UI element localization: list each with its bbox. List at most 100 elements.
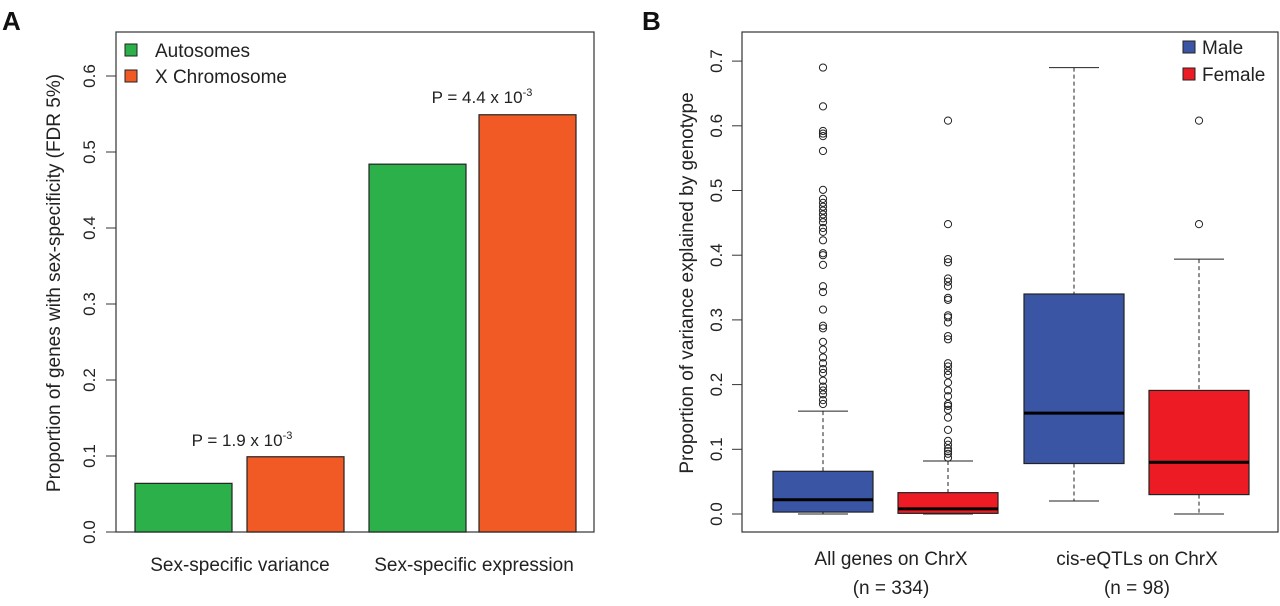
outlier-point	[818, 251, 828, 260]
y-tick-label: 0.5	[80, 140, 99, 164]
panel-b-label: B	[642, 6, 661, 36]
outlier-point	[818, 396, 828, 405]
outlier-point	[818, 202, 828, 211]
outlier-point	[943, 413, 953, 422]
y-tick-label: 0.4	[707, 243, 726, 267]
outlier-point	[818, 324, 828, 333]
y-tick-label: 0.0	[707, 502, 726, 526]
outlier-point	[943, 405, 953, 414]
p-value-annotation: P = 4.4 x 10-3	[432, 87, 533, 107]
outlier-point	[818, 223, 828, 233]
panel-b-category-n: (n = 98)	[1104, 578, 1170, 599]
outlier-point	[818, 337, 828, 346]
legend-label-x-chromosome: X Chromosome	[155, 67, 287, 88]
bar	[478, 114, 577, 533]
y-tick-label: 0.7	[707, 49, 726, 73]
legend-swatch-female	[1182, 67, 1196, 81]
panel-b-category-label: cis-eQTLs on ChrX	[1056, 549, 1218, 570]
outlier-point	[943, 453, 953, 462]
panel-a-category-label: Sex-specific variance	[150, 555, 330, 576]
box	[772, 470, 874, 513]
outlier-point	[818, 305, 828, 314]
outlier-point	[818, 364, 828, 374]
outlier-point	[943, 331, 953, 341]
outlier-point	[943, 378, 953, 387]
outlier-point	[818, 382, 828, 391]
bar	[134, 482, 233, 533]
panel-a: A 0.0 0.1 0.2 0.3 0.4 0.5 0.6 Proportion of ge…	[2, 6, 595, 576]
boxplot	[1023, 67, 1125, 502]
panel-b-category-n: (n = 334)	[853, 578, 930, 599]
y-tick-label: 0.0	[80, 520, 99, 544]
outlier-point	[943, 274, 953, 283]
outlier-point	[943, 335, 953, 344]
outlier-point	[818, 210, 828, 219]
bar	[246, 456, 345, 533]
outlier-point	[818, 390, 828, 399]
outlier-point	[943, 447, 953, 456]
y-tick-label: 0.3	[80, 292, 99, 316]
panel-b-category-label: All genes on ChrX	[814, 549, 967, 570]
outlier-point	[818, 399, 828, 409]
boxplot	[897, 116, 999, 515]
panel-a-label: A	[2, 6, 21, 36]
y-tick-label: 0.6	[707, 114, 726, 138]
outlier-point	[818, 132, 828, 141]
outlier-point	[818, 185, 828, 194]
y-tick-label: 0.3	[707, 308, 726, 332]
legend-swatch-x-chromosome	[124, 69, 138, 83]
y-tick-label: 0.6	[80, 64, 99, 88]
outlier-point	[818, 218, 828, 227]
outlier-point	[818, 353, 828, 362]
panel-b-y-axis: 0.0 0.1 0.2 0.3 0.4 0.5 0.6 0.7	[707, 49, 742, 526]
outlier-point	[818, 345, 828, 354]
outlier-point	[818, 236, 828, 245]
outlier-point	[943, 295, 953, 304]
outlier-point	[943, 401, 953, 411]
legend-label-male: Male	[1202, 38, 1243, 59]
outlier-point	[943, 220, 953, 229]
outlier-point	[818, 282, 828, 291]
panel-b: B 0.0 0.1 0.2 0.3 0.4 0.5 0.6 0.7 Proportion of…	[642, 6, 1279, 599]
outlier-point	[943, 392, 953, 401]
y-tick-label: 0.2	[707, 373, 726, 397]
outlier-point	[818, 206, 828, 215]
y-tick-label: 0.1	[80, 444, 99, 468]
outlier-point	[818, 102, 828, 111]
outlier-point	[943, 449, 953, 458]
outlier-point	[943, 254, 953, 264]
outlier-point	[818, 386, 828, 395]
outlier-point	[818, 359, 828, 368]
y-tick-label: 0.1	[707, 437, 726, 461]
y-tick-label: 0.5	[707, 179, 726, 203]
outlier-point	[943, 444, 953, 453]
outlier-point	[943, 258, 953, 267]
outlier-point	[818, 321, 828, 330]
legend-label-autosomes: Autosomes	[155, 41, 250, 62]
outlier-point	[818, 376, 828, 385]
outlier-point	[943, 362, 953, 371]
outlier-point	[943, 282, 953, 291]
outlier-point	[818, 126, 828, 136]
panel-b-y-axis-title: Proportion of variance explained by geno…	[677, 92, 698, 473]
p-value-annotation: P = 1.9 x 10-3	[192, 430, 293, 450]
outlier-point	[943, 313, 953, 322]
outlier-point	[943, 386, 953, 395]
outlier-point	[818, 368, 828, 378]
panel-a-plot-frame	[115, 31, 595, 533]
legend-label-female: Female	[1202, 65, 1265, 86]
outlier-point	[943, 366, 953, 376]
outlier-point	[818, 227, 828, 237]
outlier-point	[943, 370, 953, 379]
panel-a-y-axis-title: Proportion of genes with sex-specificity…	[44, 74, 65, 492]
boxplot	[1148, 116, 1250, 515]
legend-swatch-male	[1182, 40, 1196, 54]
panel-b-plot-frame	[741, 31, 1279, 533]
box	[1023, 293, 1125, 465]
panel-a-legend: Autosomes X Chromosome	[124, 41, 287, 88]
outlier-point	[818, 214, 828, 223]
outlier-point	[818, 198, 828, 207]
bar	[368, 163, 467, 533]
outlier-point	[818, 260, 828, 270]
